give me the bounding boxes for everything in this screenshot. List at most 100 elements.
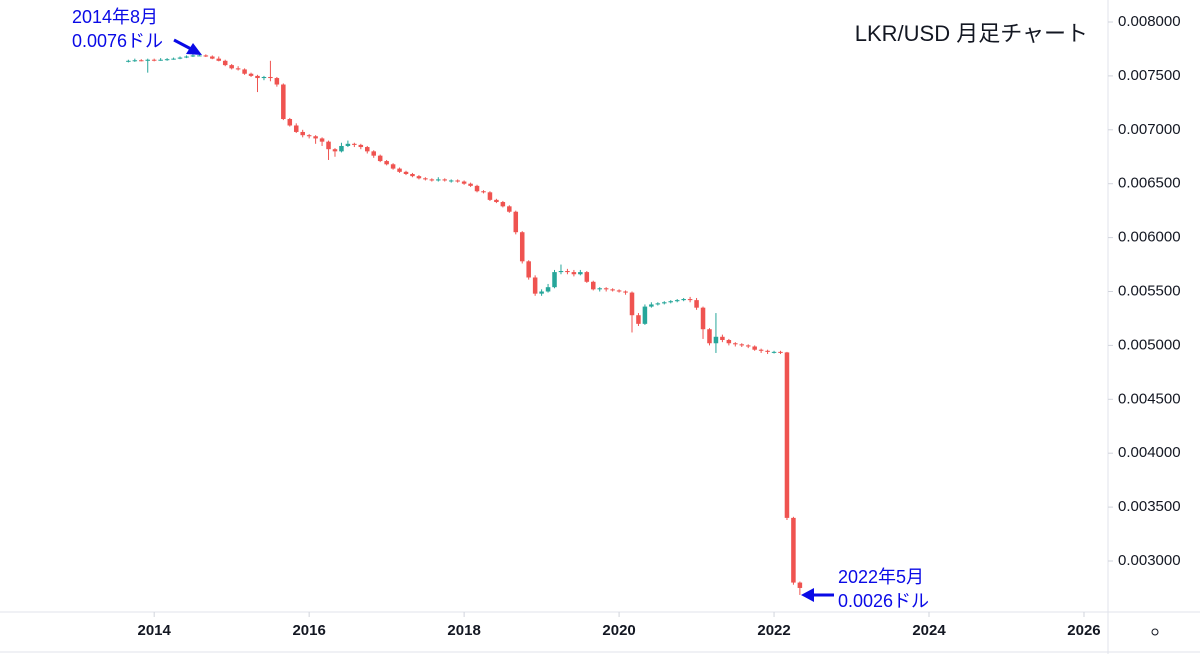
y-tick-label: 0.004000 xyxy=(1118,444,1181,461)
x-tick-label: 2020 xyxy=(602,622,635,639)
candle-body xyxy=(616,290,622,292)
x-tick-label: 2014 xyxy=(138,622,172,639)
candle-body xyxy=(481,191,486,193)
y-tick-label: 0.007000 xyxy=(1118,121,1181,138)
candle-body xyxy=(771,351,777,353)
annotation: 2022年5月 xyxy=(838,567,924,587)
candle-body xyxy=(513,211,519,233)
candle-body xyxy=(306,135,312,137)
candle-body xyxy=(455,180,460,182)
x-tick-label: 2026 xyxy=(1067,622,1100,639)
candle-body xyxy=(623,291,628,293)
candle-body xyxy=(410,173,415,177)
y-tick-label: 0.007500 xyxy=(1118,67,1181,84)
x-tick-label: 2024 xyxy=(912,622,946,639)
annotation: 0.0076ドル xyxy=(72,31,163,51)
annotation-arrow xyxy=(801,588,834,602)
candle-body xyxy=(345,143,351,146)
candle-body xyxy=(797,582,803,588)
candle-body xyxy=(293,125,299,132)
y-tick-label: 0.006500 xyxy=(1118,175,1181,192)
candle-body xyxy=(642,306,648,324)
candle-body xyxy=(519,232,525,262)
plot xyxy=(126,53,803,595)
candle-body xyxy=(255,75,260,79)
candle-body xyxy=(365,147,370,152)
candle-body xyxy=(603,288,609,290)
candle-body xyxy=(784,352,790,518)
candle-body xyxy=(700,307,706,330)
candle-body xyxy=(423,178,428,180)
candle-body xyxy=(552,272,557,288)
candle-body xyxy=(158,59,163,61)
settings-icon[interactable] xyxy=(1151,628,1159,636)
candle-body xyxy=(229,65,234,69)
candle-body xyxy=(571,272,577,275)
candle-body xyxy=(629,292,635,316)
candle-body xyxy=(332,149,338,152)
candle-body xyxy=(578,272,583,275)
candle-body xyxy=(649,304,654,307)
candle-body xyxy=(442,179,448,181)
candle-body xyxy=(145,59,150,61)
candle-body xyxy=(151,59,157,61)
candle-body xyxy=(668,301,674,303)
y-tick-label: 0.004500 xyxy=(1118,390,1181,407)
candle-body xyxy=(532,277,538,294)
candle-body xyxy=(474,185,480,192)
candle-body xyxy=(733,343,738,345)
candle-body xyxy=(268,76,273,79)
candle-body xyxy=(791,517,796,583)
candle-body xyxy=(526,261,531,278)
candle-body xyxy=(448,180,454,182)
candle-body xyxy=(610,289,615,291)
candle-body xyxy=(545,287,551,292)
candle-body xyxy=(416,176,422,179)
candle-body xyxy=(164,59,170,61)
candle-body xyxy=(126,60,131,62)
candle-body xyxy=(655,303,661,305)
candle-body xyxy=(778,351,783,353)
candle-body xyxy=(507,206,512,212)
candle-body xyxy=(758,349,764,351)
candle-body xyxy=(261,76,267,79)
candle-body xyxy=(339,145,344,152)
candle-body xyxy=(222,60,228,66)
candle-body xyxy=(313,136,318,139)
annotation-arrow xyxy=(173,38,202,55)
candle-body xyxy=(171,58,176,60)
candle-body xyxy=(662,302,667,304)
candle-body xyxy=(197,55,202,57)
y-tick-label: 0.003500 xyxy=(1118,498,1181,515)
candle-body xyxy=(590,281,596,290)
candle-body xyxy=(461,181,467,184)
x-tick-label: 2022 xyxy=(757,622,790,639)
candle-body xyxy=(500,202,506,207)
candle-body xyxy=(429,179,435,181)
candle-body xyxy=(765,350,770,352)
candle-body xyxy=(319,138,325,142)
candle-body xyxy=(281,84,286,120)
candle-body xyxy=(235,68,241,70)
candle-body xyxy=(216,58,222,61)
candle-body xyxy=(287,119,293,126)
x-tick-label: 2018 xyxy=(447,622,480,639)
candle-body xyxy=(132,60,138,62)
candle-body xyxy=(300,131,305,136)
candle-body xyxy=(190,55,196,57)
y-tick-label: 0.006000 xyxy=(1118,229,1181,246)
candle-body xyxy=(326,141,331,150)
candle-body xyxy=(468,183,473,186)
candle-body xyxy=(203,55,209,57)
candle-body xyxy=(726,340,732,344)
candle-body xyxy=(565,271,570,273)
candle-body xyxy=(177,57,183,59)
y-tick-label: 0.005500 xyxy=(1118,282,1181,299)
candle-body xyxy=(436,179,441,181)
candle-body xyxy=(539,291,544,294)
x-tick-label: 2016 xyxy=(292,622,325,639)
candle-body xyxy=(397,168,402,172)
candle-body xyxy=(403,171,409,174)
candle-body xyxy=(384,161,389,165)
